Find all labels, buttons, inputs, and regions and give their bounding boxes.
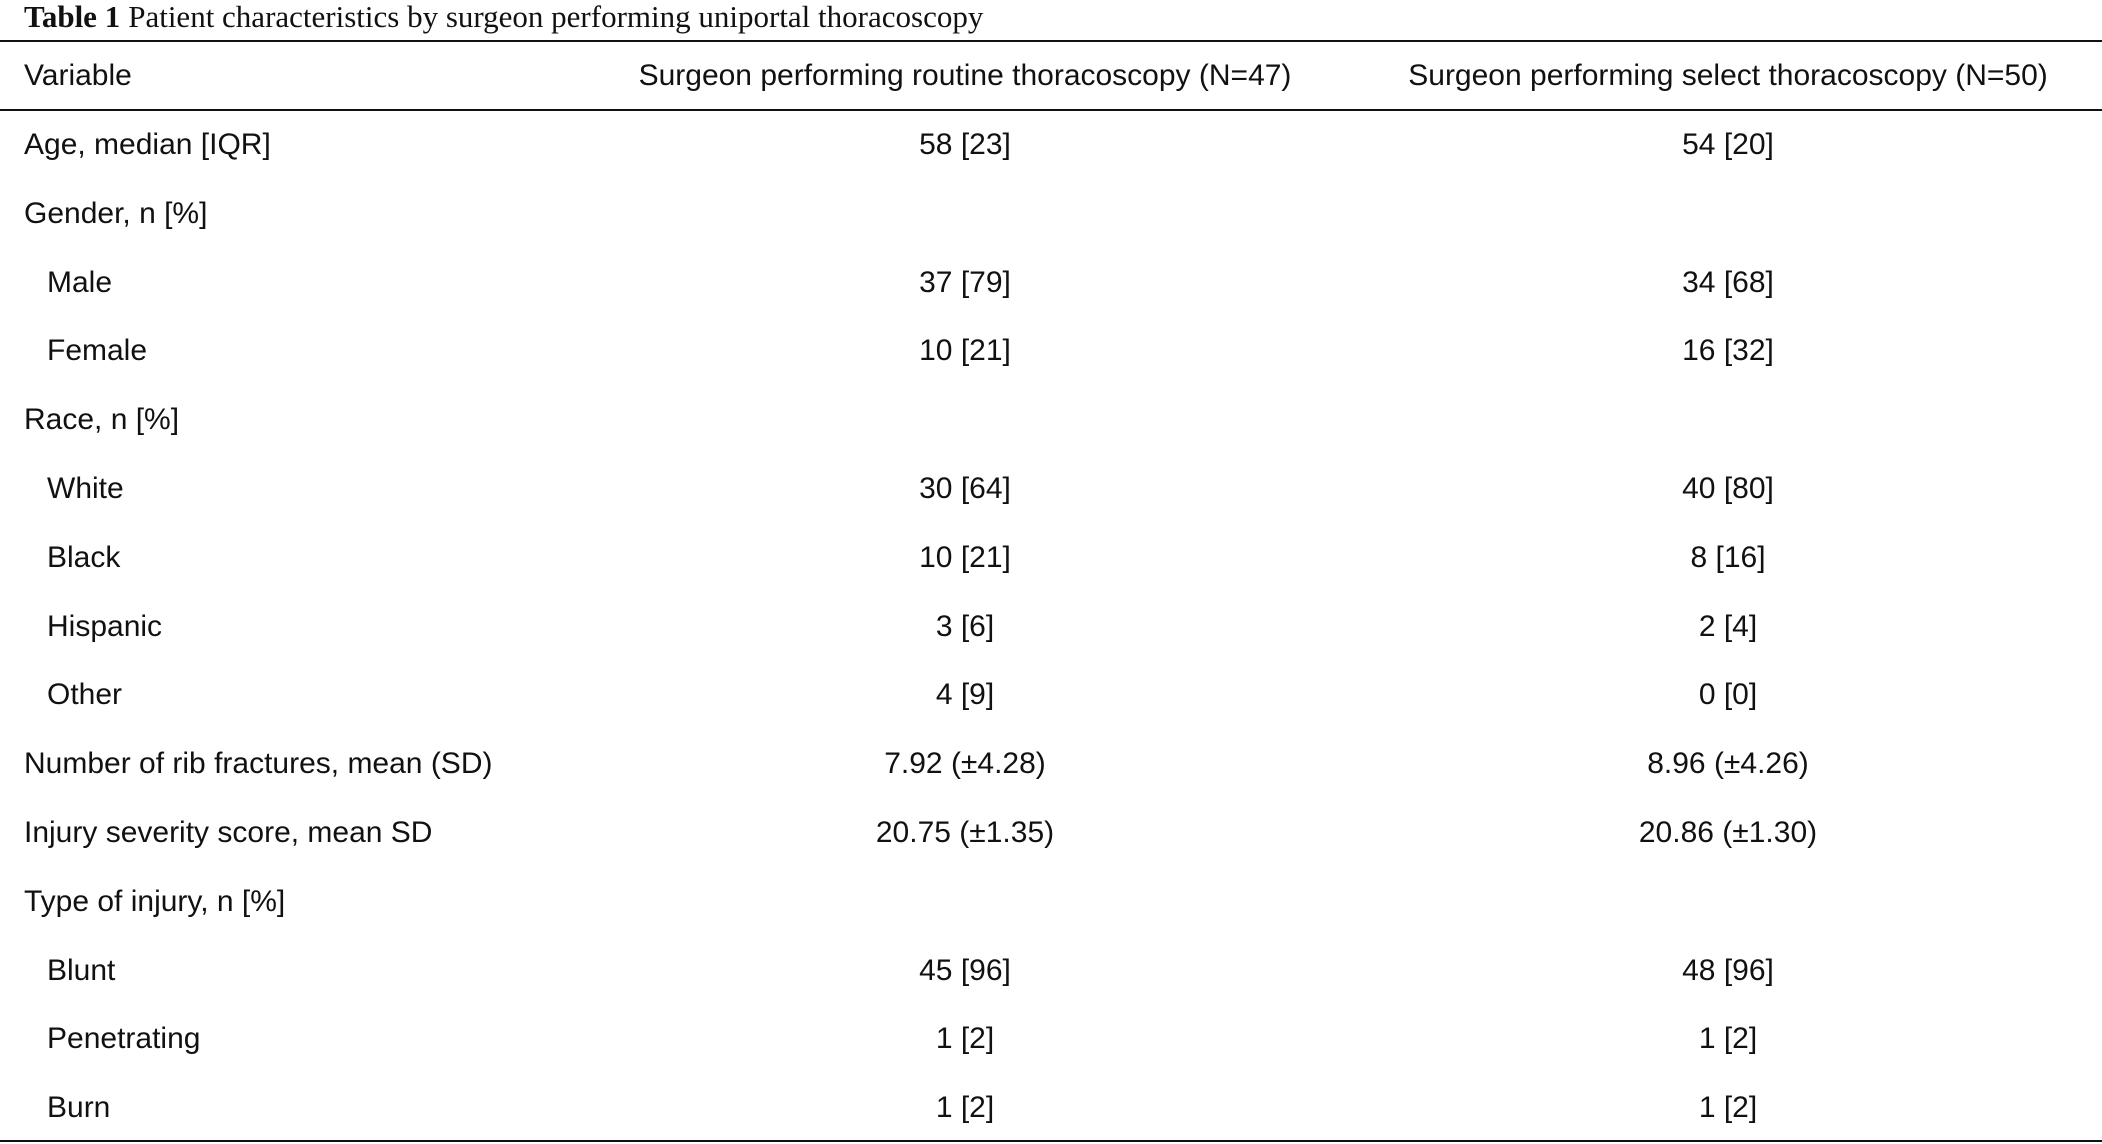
- cell-value: 1 [2]: [935, 1022, 995, 1056]
- top-rule: [0, 40, 2102, 42]
- cell-value: 30 [64]: [919, 472, 1011, 505]
- variable: Race, n [%]: [24, 403, 180, 437]
- cell-value: 20.86 (±1.30): [1638, 816, 1818, 849]
- cell-value: 1 [2]: [935, 1091, 995, 1125]
- column-header: Variable: [24, 59, 132, 92]
- sub-variable: Hispanic: [47, 609, 163, 643]
- sub-variable: White: [47, 472, 124, 505]
- cell-value: 1 [2]: [1698, 1022, 1758, 1056]
- variable: Age, median [IQR]: [24, 128, 271, 161]
- bottom-rule: [0, 1140, 2102, 1142]
- sub-variable: Penetrating: [47, 1022, 201, 1056]
- table-label: Table 1: [24, 0, 121, 34]
- cell-value: 37 [79]: [919, 265, 1011, 299]
- cell-value: 54 [20]: [1682, 128, 1774, 161]
- variable: Injury severity score, mean SD: [24, 816, 433, 849]
- cell-value: 58 [23]: [919, 128, 1011, 161]
- cell-value: 3 [6]: [935, 609, 995, 643]
- cell-value: 7.92 (±4.28): [884, 747, 1046, 781]
- cell-value: 10 [21]: [919, 334, 1011, 368]
- column-header: Surgeon performing select thoracoscopy (…: [1408, 59, 2048, 92]
- cell-value: 40 [80]: [1682, 472, 1774, 505]
- variable: Type of injury, n [%]: [24, 884, 286, 918]
- cell-value: 4 [9]: [935, 678, 995, 712]
- sub-variable: Male: [47, 265, 113, 299]
- sub-variable: Burn: [47, 1091, 111, 1125]
- cell-value: 8.96 (±4.26): [1647, 747, 1809, 781]
- column-header: Surgeon performing routine thoracoscopy …: [638, 59, 1292, 92]
- cell-value: 48 [96]: [1682, 953, 1774, 987]
- sub-variable: Female: [47, 334, 148, 368]
- sub-variable: Black: [47, 540, 121, 574]
- cell-value: 10 [21]: [919, 540, 1011, 574]
- sub-variable: Other: [47, 678, 123, 712]
- cell-value: 8 [16]: [1690, 540, 1766, 574]
- cell-value: 0 [0]: [1698, 678, 1758, 712]
- cell-value: 16 [32]: [1682, 334, 1774, 368]
- table-title: Table 1 Patient characteristics by surgeo…: [24, 0, 983, 34]
- cell-value: 1 [2]: [1698, 1091, 1758, 1125]
- sub-variable: Blunt: [47, 953, 116, 987]
- variable: Number of rib fractures, mean (SD): [24, 747, 493, 781]
- variable: Gender, n [%]: [24, 196, 208, 230]
- table-caption: Patient characteristics by surgeon perfo…: [128, 0, 984, 34]
- cell-value: 2 [4]: [1698, 609, 1758, 643]
- cell-value: 34 [68]: [1682, 265, 1774, 299]
- cell-value: 20.75 (±1.35): [875, 816, 1055, 849]
- header-rule: [0, 109, 2102, 111]
- cell-value: 45 [96]: [919, 953, 1011, 987]
